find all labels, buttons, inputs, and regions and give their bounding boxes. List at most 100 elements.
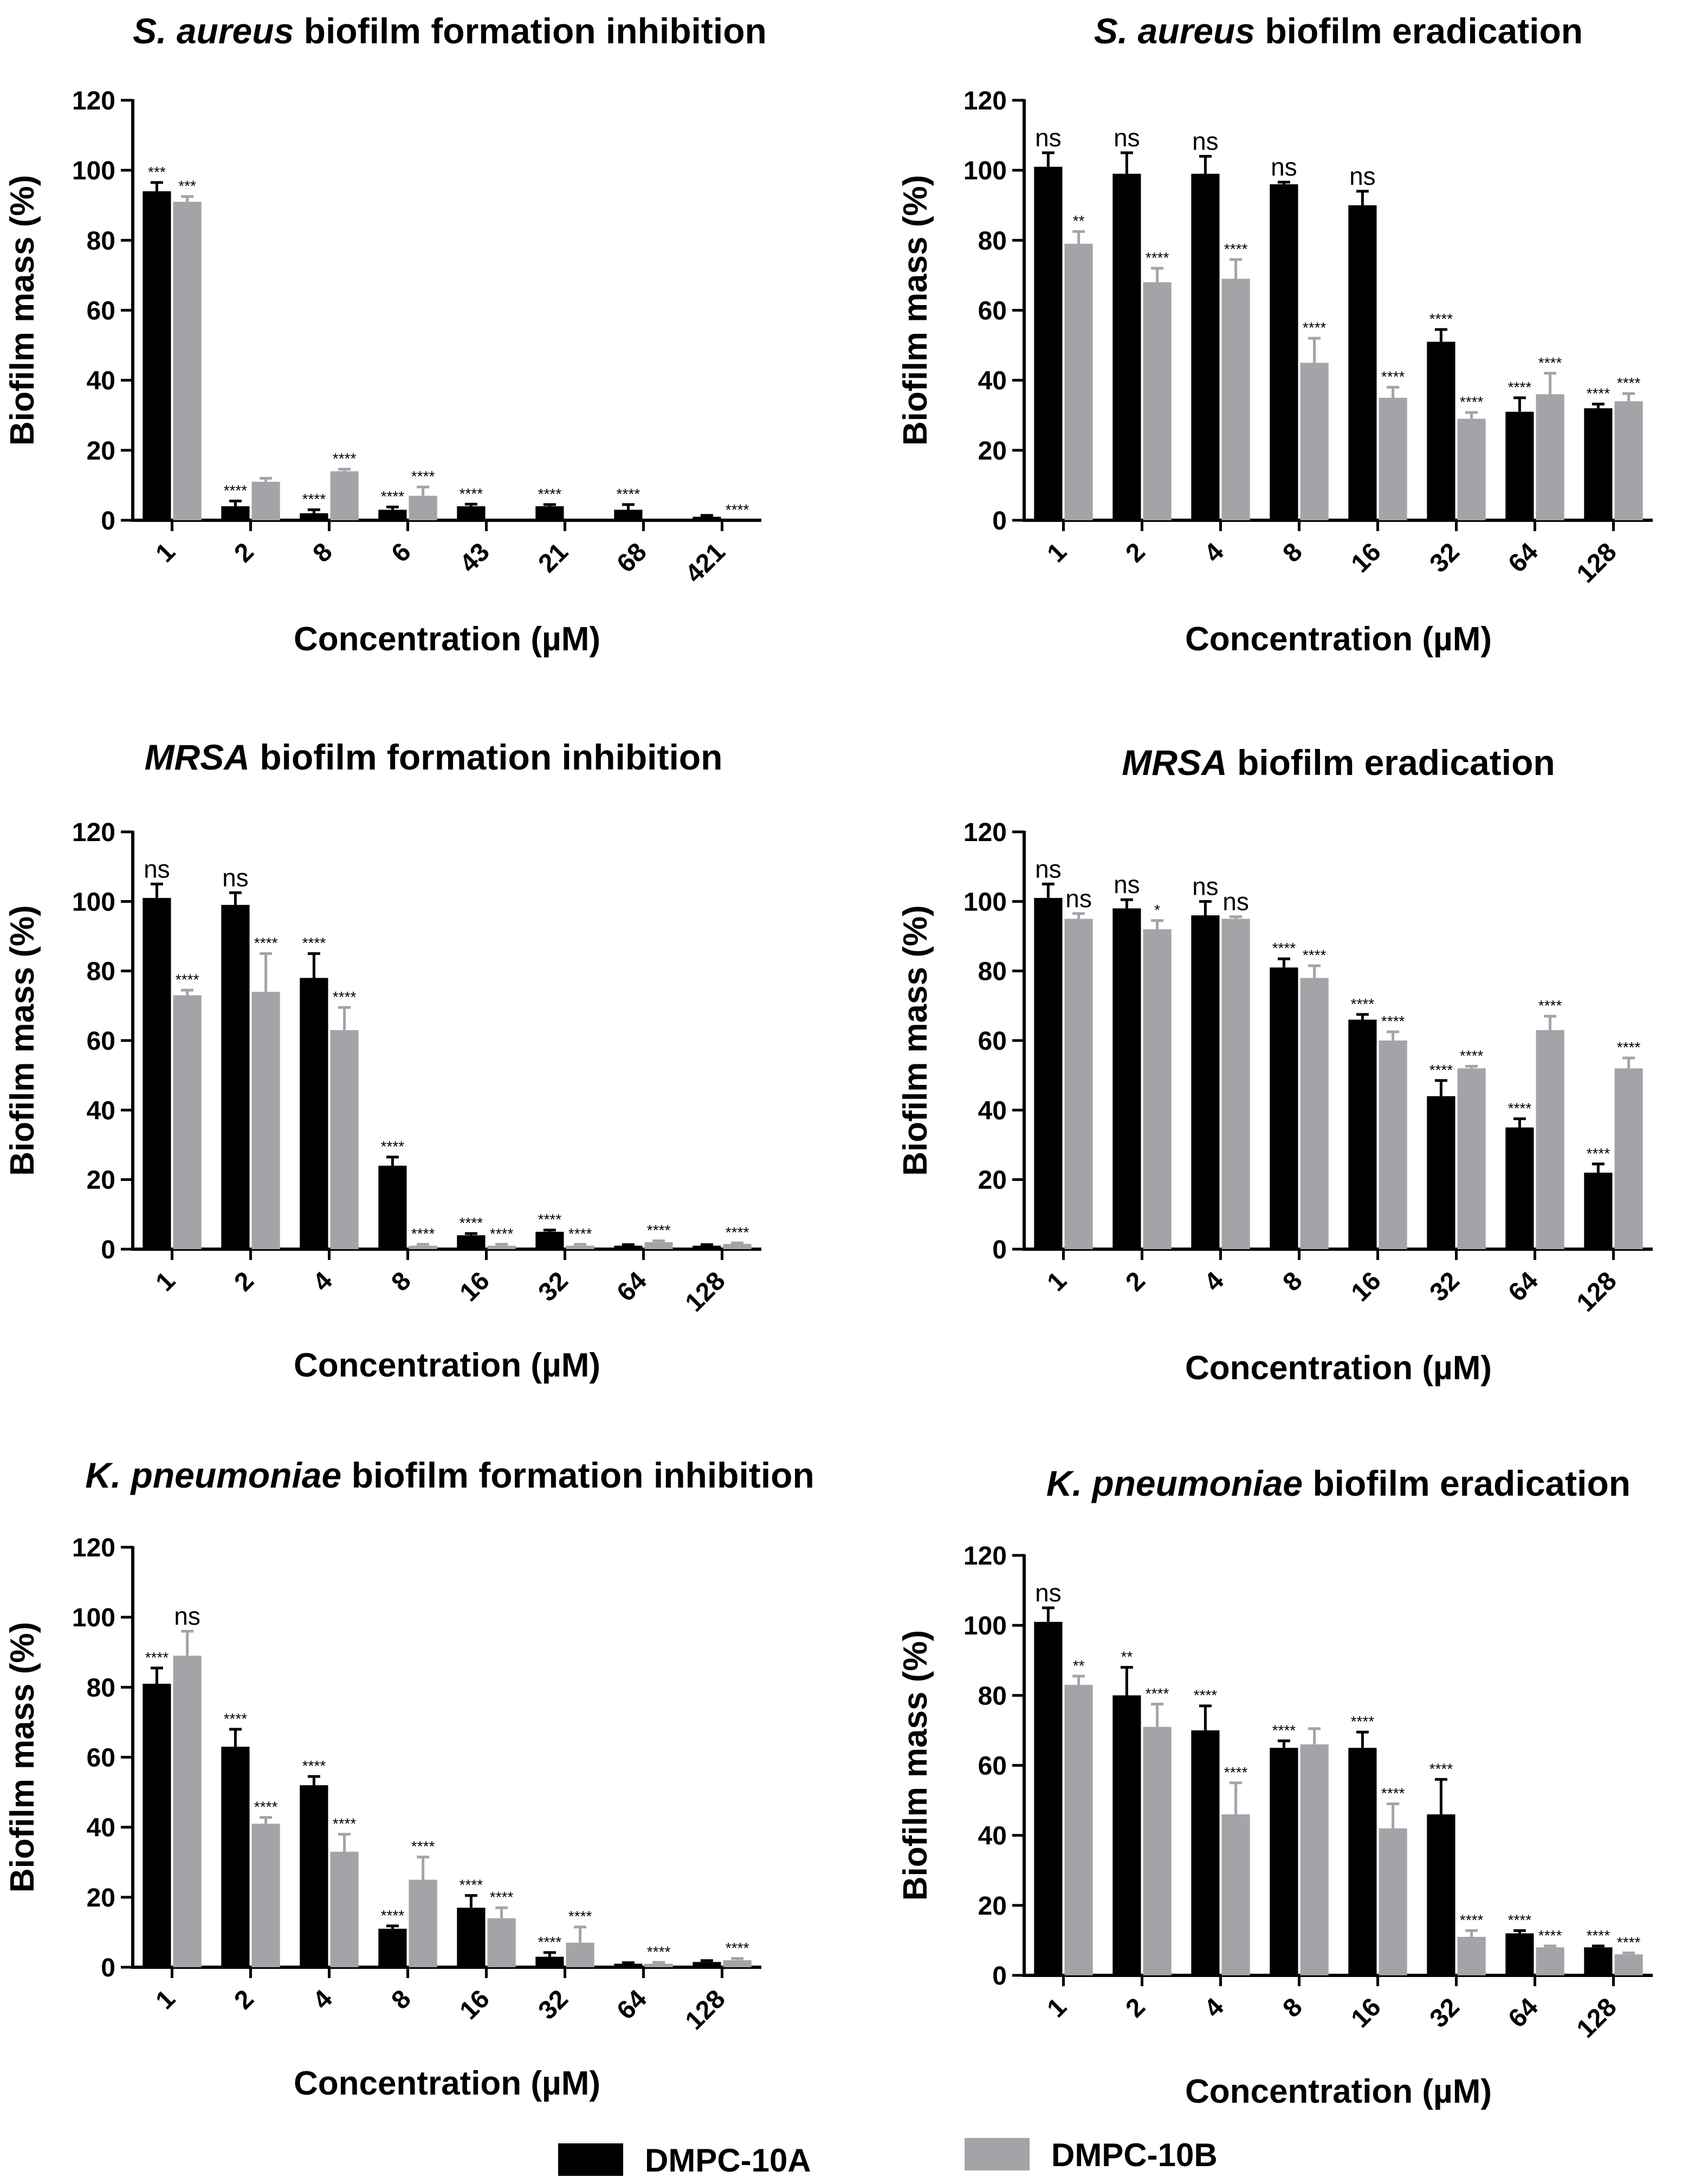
x-tick-label: 1 [1041, 538, 1072, 568]
x-tick-label: 4 [307, 1267, 338, 1297]
bar-dmpc-10b-4 [1221, 919, 1250, 1249]
bar-dmpc-10b-128 [723, 1244, 752, 1249]
chart-title-rest: biofilm formation inhibition [250, 737, 723, 777]
significance-label: ns [144, 855, 170, 883]
x-tick-label: 4 [1199, 538, 1230, 568]
x-tick-label: 2 [1120, 1993, 1150, 2023]
bar-dmpc-10a-2 [1112, 1695, 1141, 1975]
bar-dmpc-10a-16 [457, 1235, 486, 1249]
significance-label: **** [1351, 1713, 1375, 1730]
x-tick-label: 64 [1503, 1993, 1544, 2033]
bar-dmpc-10b-128 [1614, 1068, 1643, 1249]
bar-dmpc-10a-8 [378, 1166, 407, 1249]
x-tick-label: 2 [1120, 1267, 1150, 1297]
bar-dmpc-10b-64 [1536, 1947, 1564, 1975]
x-tick-label: 8 [1277, 538, 1308, 568]
x-axis-label: Concentration (µM) [294, 621, 600, 658]
bar-dmpc-10a-4 [1191, 173, 1220, 520]
x-tick-label: 2 [1120, 538, 1150, 568]
y-tick-label: 80 [978, 1682, 1007, 1710]
significance-label: **** [1224, 1764, 1248, 1781]
significance-label: ** [1121, 1649, 1133, 1665]
y-tick-label: 40 [978, 1822, 1007, 1851]
x-tick-label: 32 [1425, 538, 1465, 578]
significance-label: **** [460, 485, 483, 502]
x-axis-label: Concentration (µM) [1185, 2073, 1492, 2110]
y-tick-label: 0 [992, 507, 1007, 535]
x-tick-label: 1 [150, 538, 180, 568]
bar-dmpc-10b-64 [644, 1963, 673, 1967]
y-tick-label: 60 [87, 1027, 115, 1056]
significance-label: **** [381, 1138, 405, 1155]
significance-label: **** [381, 1907, 405, 1924]
bar-dmpc-10b-1 [1064, 919, 1093, 1249]
bar-dmpc-10a-4 [1191, 915, 1220, 1249]
x-axis-label: Concentration (µM) [1185, 1349, 1492, 1387]
bar-dmpc-10b-32 [1457, 418, 1486, 520]
significance-label: ns [1065, 884, 1092, 913]
y-tick-label: 120 [963, 87, 1007, 115]
significance-label: **** [617, 486, 641, 502]
bar-dmpc-10b-16 [487, 1245, 516, 1249]
bar-dmpc-10b-4 [1221, 279, 1250, 520]
significance-label: **** [333, 988, 357, 1005]
bar-dmpc-10a-1 [1034, 166, 1063, 520]
significance-label: ns [1192, 872, 1219, 900]
bar-dmpc-10b-4 [330, 1851, 359, 1967]
bar-dmpc-10b-32 [566, 1245, 594, 1249]
bar-dmpc-10b-8 [1300, 978, 1329, 1249]
x-tick-label: 4 [307, 1985, 338, 2015]
bar-dmpc-10b-32 [566, 1942, 594, 1967]
y-tick-label: 20 [87, 437, 115, 466]
significance-label: **** [1508, 1100, 1532, 1116]
bar-dmpc-10a-128 [1584, 1172, 1613, 1249]
significance-label: ns [1035, 1579, 1062, 1607]
legend: DMPC-10A DMPC-10B [558, 2137, 1218, 2179]
significance-label: ns [1035, 124, 1062, 152]
bar-dmpc-10b-8 [409, 1245, 437, 1249]
chart-title-rest: biofilm eradication [1255, 11, 1583, 51]
chart-title: MRSA biofilm formation inhibition [145, 737, 723, 777]
y-tick-label: 0 [101, 1954, 115, 1982]
y-tick-label: 40 [87, 367, 115, 396]
bar-dmpc-10b-8 [1300, 1744, 1329, 1975]
bar-dmpc-10a-2 [221, 506, 250, 520]
x-tick-label: 68 [612, 538, 652, 578]
x-tick-label: 64 [612, 1985, 652, 2025]
significance-label: * [1154, 902, 1160, 919]
bar-dmpc-10a-8 [1270, 967, 1298, 1249]
significance-label: **** [1194, 1687, 1218, 1704]
y-tick-label: 80 [87, 958, 115, 986]
bar-dmpc-10a-64 [614, 1963, 643, 1967]
bar-dmpc-10a-32 [1427, 341, 1455, 520]
chart-title-italic: MRSA [1122, 742, 1227, 783]
bar-dmpc-10b-1 [173, 1656, 202, 1967]
bar-dmpc-10a-2 [1112, 173, 1141, 520]
x-tick-label: 64 [1503, 538, 1544, 578]
significance-label: **** [490, 1225, 514, 1242]
x-tick-label: 128 [680, 1985, 731, 2036]
y-tick-label: 80 [87, 227, 115, 255]
x-tick-label: 1 [150, 1267, 180, 1297]
significance-label: **** [333, 1815, 357, 1832]
bar-dmpc-10b-1 [173, 995, 202, 1249]
significance-label: **** [647, 1943, 671, 1960]
chart-title-rest: biofilm formation inhibition [341, 1455, 814, 1495]
significance-label: **** [1146, 249, 1169, 266]
x-tick-label: 4 [1199, 1267, 1230, 1297]
y-tick-label: 20 [978, 437, 1007, 466]
chart-title-italic: S. aureus [133, 11, 294, 51]
bar-dmpc-10b-4 [330, 1030, 359, 1249]
x-tick-label: 128 [1571, 1267, 1622, 1317]
bar-dmpc-10b-8 [409, 1879, 437, 1967]
y-tick-label: 100 [72, 888, 115, 916]
chart-title: S. aureus biofilm formation inhibition [133, 11, 767, 51]
y-tick-label: 40 [87, 1814, 115, 1843]
significance-label: **** [460, 1877, 483, 1894]
significance-label: **** [1538, 997, 1562, 1014]
chart-title-italic: K. pneumoniae [85, 1455, 341, 1495]
x-tick-label: 8 [307, 538, 338, 568]
chart-title: S. aureus biofilm eradication [1094, 11, 1583, 51]
significance-label: **** [302, 491, 326, 508]
significance-label: ns [1192, 127, 1219, 155]
